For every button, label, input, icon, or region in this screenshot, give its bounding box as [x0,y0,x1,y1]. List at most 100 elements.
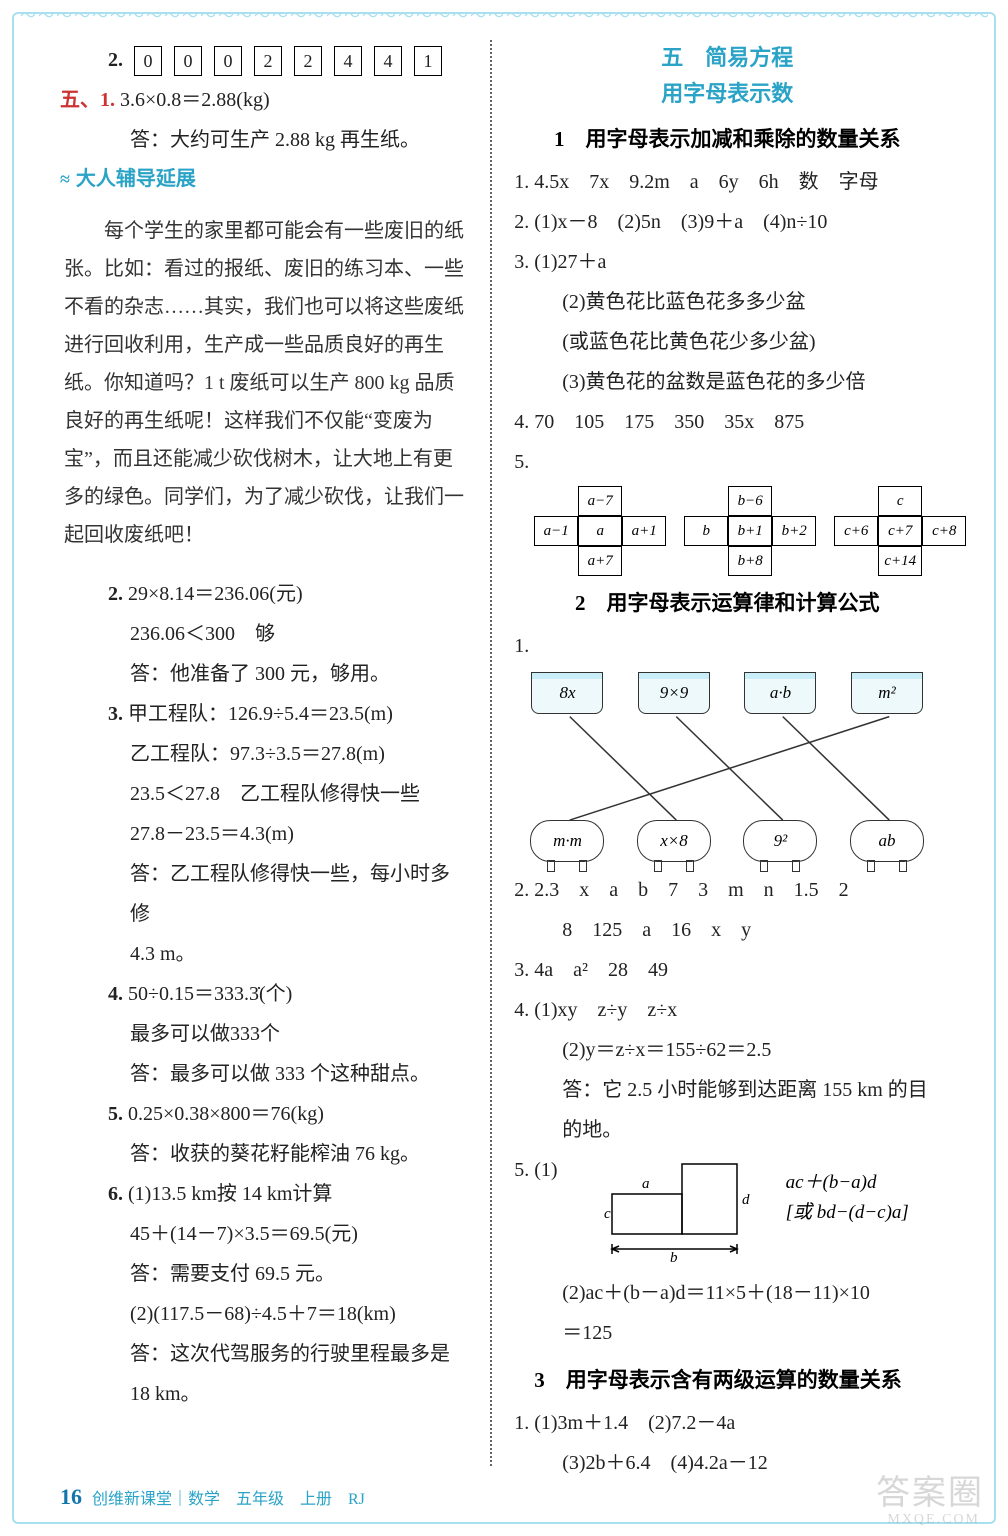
s2-l4c: 答：它 2.5 小时能够到达距离 155 km 的目 [514,1070,940,1110]
s2-l2b: 8 125 a 16 x y [514,910,940,950]
solution-line: 答：这次代驾服务的行驶里程最多是 [60,1334,468,1374]
q2-digit-boxes: 0 0 0 2 2 4 4 1 [134,46,442,76]
solution-line: 答：乙工程队修得快一些，每小时多修 [60,854,468,934]
footer-text: 创维新课堂｜数学 五年级 上册 RJ [92,1485,365,1509]
item-number: 2. [108,583,128,605]
solution-line: 答：需要支付 69.5 元。 [60,1254,468,1294]
s3-l1: 1. (1)3m＋1.4 (2)7.2－4a [514,1403,940,1443]
digit-box: 4 [374,46,402,76]
item-text: (1)13.5 km按 14 km计算 [128,1183,332,1205]
q5-label: 五、1. [60,89,115,111]
solution-line: 答：收获的葵花籽能榨油 76 kg。 [60,1134,468,1174]
cell: a+1 [622,516,666,546]
s1-l3d: (3)黄色花的盆数是蓝色花的多少倍 [514,362,940,402]
s2-l4b: (2)y＝z÷x＝155÷62＝2.5 [514,1030,940,1070]
geo-formula: ac＋(b−a)d [或 bd−(d−c)a] [786,1168,909,1228]
right-column: 五 简易方程 用字母表示数 1 用字母表示加减和乘除的数量关系 1. 4.5x … [496,40,940,1466]
s2-lead: 1. [514,626,940,666]
solution-line: 2. 29×8.14＝236.06(元) [60,574,468,614]
cell: c+8 [922,516,966,546]
left-column: 2. 0 0 0 2 2 4 4 1 五、1. 3.6×0.8＝2.88(kg)… [60,40,486,1466]
page-footer: 16 创维新课堂｜数学 五年级 上册 RJ [60,1484,365,1510]
solution-line: 5. 0.25×0.38×800＝76(kg) [60,1094,468,1134]
q5-answer: 答：大约可生产 2.88 kg 再生纸。 [60,120,468,160]
matching-diagram: 8x 9×9 a·b m² m·m x×8 9² ab [514,672,940,862]
left-solution-list: 2. 29×8.14＝236.06(元)236.06＜300 够答：他准备了 3… [60,574,468,1414]
s2-l3: 3. 4a a² 28 49 [514,950,940,990]
cross-b: b−6 bb+1b+2 b+8 [684,486,816,576]
geo-d: d [742,1192,750,1208]
item-text: 0.25×0.38×800＝76(kg) [128,1103,324,1125]
q2-label: 2. [60,49,123,71]
s2-l5: 5. (1) [514,1159,557,1181]
match-card: m·m [530,820,604,862]
tutor-heading-text: 大人辅导延展 [76,160,196,198]
s2-l5c: ＝125 [514,1313,940,1353]
s2-l2: 2. 2.3 x a b 7 3 m n 1.5 2 [514,870,940,910]
match-card: ab [850,820,924,862]
solution-line: 答：他准备了 300 元，够用。 [60,654,468,694]
match-card: 9² [743,820,817,862]
geo-a: a [642,1176,650,1192]
cross-a: a−7 a−1aa+1 a+7 [534,486,666,576]
section1-title: 1 用字母表示加减和乘除的数量关系 [514,120,940,158]
solution-line: 18 km。 [60,1374,468,1414]
tutor-heading: ≈ 大人辅导延展 [60,160,468,198]
cell: b+1 [728,516,772,546]
section2-title: 2 用字母表示运算律和计算公式 [514,584,940,622]
s1-l1: 1. 4.5x 7x 9.2m a 6y 6h 数 字母 [514,162,940,202]
cell: b+8 [728,546,772,576]
digit-box: 0 [174,46,202,76]
item-number: 4. [108,983,128,1005]
s2-l4a: 4. (1)xy z÷y z÷x [514,990,940,1030]
watermark-sub: MXQE.COM [887,1512,980,1528]
solution-line: 答：最多可以做 333 个这种甜点。 [60,1054,468,1094]
cell: c+14 [878,546,922,576]
tutor-body: 每个学生的家里都可能会有一些废旧的纸张。比如：看过的报纸、废旧的练习本、一些不看… [60,204,468,562]
item-number: 6. [108,1183,128,1205]
s2-l4d: 的地。 [514,1110,940,1150]
solution-line: 45＋(14－7)×3.5＝69.5(元) [60,1214,468,1254]
solution-line: 23.5＜27.8 乙工程队修得快一些 [60,774,468,814]
wave-decoration: ～～～～～～～～～～～～～～～～～～～～～～～～～～～～～～～～～～～～～～～～… [20,2,988,20]
s2-l5b: (2)ac＋(b－a)d＝11×5＋(18－11)×10 [514,1273,940,1313]
digit-box: 0 [214,46,242,76]
cross-tables: a−7 a−1aa+1 a+7 b−6 bb+1b+2 b+8 c c+6c+7… [534,486,940,576]
cell: a+7 [578,546,622,576]
item-number: 3. [108,703,128,725]
cell: c+6 [834,516,878,546]
item-text: 甲工程队：126.9÷5.4＝23.5(m) [128,703,393,725]
cell: c [878,486,922,516]
chapter-title: 五 简易方程 [514,40,940,76]
cell: a [578,516,622,546]
s1-l4: 4. 70 105 175 350 35x 875 [514,402,940,442]
q5-row: 五、1. 3.6×0.8＝2.88(kg) [60,80,468,120]
solution-line: 最多可以做333个 [60,1014,468,1054]
solution-line: 27.8－23.5＝4.3(m) [60,814,468,854]
s1-l2: 2. (1)x－8 (2)5n (3)9＋a (4)n÷10 [514,202,940,242]
match-bottom-row: m·m x×8 9² ab [514,820,940,862]
page-content: 2. 0 0 0 2 2 4 4 1 五、1. 3.6×0.8＝2.88(kg)… [60,40,948,1466]
section3-title: 3 用字母表示含有两级运算的数量关系 [514,1361,940,1399]
item-text: 50÷0.15＝333.3̇(个) [128,983,292,1005]
geo-row: 5. (1) a c d b [514,1150,940,1273]
digit-box: 2 [294,46,322,76]
wave-icon: ≈ [60,160,70,198]
solution-line: 4. 50÷0.15＝333.3̇(个) [60,974,468,1014]
solution-line: 236.06＜300 够 [60,614,468,654]
digit-box: 4 [334,46,362,76]
s1-l3b: (2)黄色花比蓝色花多多少盆 [514,282,940,322]
digit-box: 2 [254,46,282,76]
q2-row: 2. 0 0 0 2 2 4 4 1 [60,40,468,80]
solution-line: 3. 甲工程队：126.9÷5.4＝23.5(m) [60,694,468,734]
cell: b−6 [728,486,772,516]
cross-c: c c+6c+7c+8 c+14 [834,486,966,576]
solution-line: (2)(117.5－68)÷4.5＋7＝18(km) [60,1294,468,1334]
geo-b: b [670,1250,678,1264]
geo-diagram: a c d b [602,1154,772,1269]
geo-f1: ac＋(b−a)d [786,1172,877,1193]
solution-line: 乙工程队：97.3÷3.5＝27.8(m) [60,734,468,774]
match-card: x×8 [637,820,711,862]
chapter-subtitle: 用字母表示数 [514,76,940,112]
geo-c: c [604,1206,611,1222]
